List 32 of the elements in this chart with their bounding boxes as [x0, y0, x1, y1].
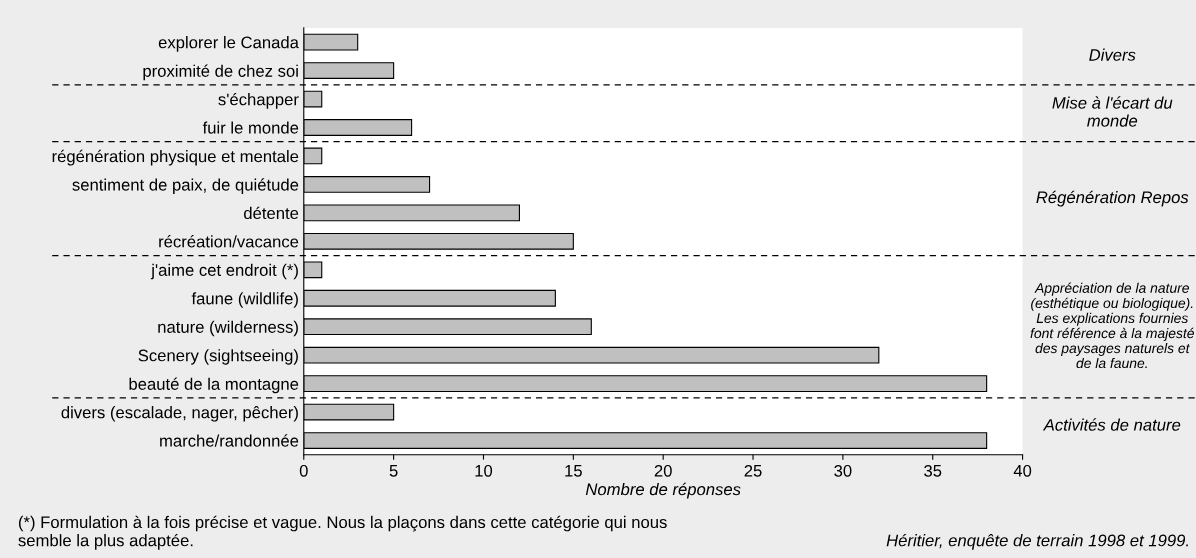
y-tick-label: explorer le Canada — [158, 36, 299, 52]
x-tick-label: 40 — [1013, 464, 1032, 477]
text: (*) Formulation à la fois précise et vague. Nous la plaçons dans cette catégorie qui nous semble la plus adaptée. — [18, 515, 667, 550]
y-tick-label: nature (wilderness) — [158, 320, 298, 337]
x-tick-label: 35 — [924, 464, 942, 477]
x-tick-label: 10 — [475, 464, 493, 477]
text: Appréciation de la nature (esthétique ou biologique). Les explications fournies font référence à la majesté des paysages naturels et de la faune. — [1030, 282, 1194, 369]
x-tick-label: 30 — [834, 464, 852, 477]
y-tick-label: proximité de chez soi — [143, 64, 298, 81]
y-tick-label: s'échapper — [218, 92, 299, 109]
text: Héritier, enquête de terrain 1998 et 1999. — [886, 533, 1188, 550]
y-tick-label: faune (wildlife) — [191, 292, 298, 308]
x-tick-label: 5 — [389, 465, 398, 477]
y-tick-label: j'aime cet endroit (*) — [150, 263, 298, 280]
text: Mise à l'écart du monde — [1052, 96, 1173, 127]
y-tick-label: beauté de la montagne — [129, 377, 299, 394]
y-tick-label: fuir le monde — [202, 121, 299, 134]
x-tick-label: 0 — [299, 464, 308, 477]
text: Activités de nature — [1042, 418, 1181, 431]
x-tick-label: 20 — [654, 464, 672, 477]
text: Régénération Repos — [1036, 190, 1189, 207]
y-tick-label: récréation/vacance — [159, 235, 299, 248]
y-tick-label: détente — [244, 206, 299, 220]
text: Divers — [1089, 48, 1136, 61]
x-axis-title: Nombre de réponses — [585, 482, 741, 499]
y-tick-label: Scenery (sightseeing) — [138, 349, 298, 365]
y-tick-label: régénération physique et mentale — [52, 149, 299, 166]
y-tick-label: marche/randonnée — [160, 434, 299, 447]
x-tick-label: 25 — [744, 464, 762, 477]
x-tick-label: 15 — [565, 465, 582, 477]
y-tick-label: divers (escalade, nager, pêcher) — [61, 406, 298, 422]
y-tick-label: sentiment de paix, de quiétude — [72, 178, 299, 195]
